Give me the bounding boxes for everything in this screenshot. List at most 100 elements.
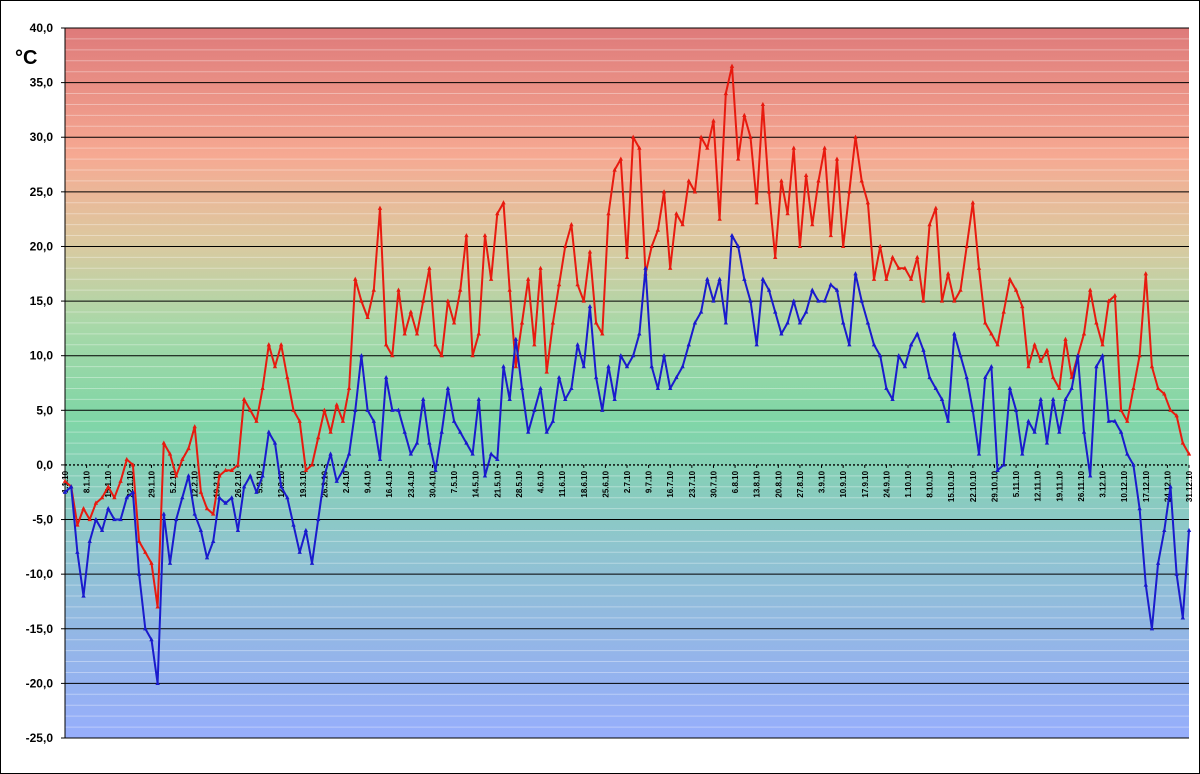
data-point (661, 189, 667, 194)
data-point (908, 276, 914, 281)
data-point (254, 418, 259, 423)
data-point (155, 604, 160, 609)
x-tick-label: 22.10.10 (969, 470, 978, 502)
data-point (136, 538, 142, 543)
data-point (211, 511, 216, 516)
data-point (587, 303, 593, 309)
y-axis: 40,0 35,0 30,0 25,0 20,0 15,0 10,0 5,0 0,0 -5,0 -1… (26, 21, 66, 745)
data-point (173, 473, 179, 478)
x-tick-label: 18.6.10 (580, 470, 589, 497)
data-point (377, 456, 383, 462)
data-point (606, 364, 611, 369)
data-point (488, 451, 494, 456)
data-point (260, 385, 265, 391)
data-point (322, 407, 327, 412)
data-point (451, 320, 457, 325)
x-tick-label: 24.12.10 (1163, 470, 1172, 502)
data-point (563, 396, 568, 401)
series-1 (62, 63, 1192, 609)
data-point (803, 309, 809, 314)
data-point (470, 451, 475, 456)
data-point (754, 342, 759, 347)
x-tick-label: 25.6.10 (601, 470, 610, 497)
data-point (278, 484, 284, 489)
data-point (637, 145, 642, 150)
data-point (958, 353, 963, 358)
data-point (316, 435, 321, 440)
x-tick-label: 26.11.10 (1077, 470, 1086, 501)
data-point (754, 200, 759, 205)
data-point (884, 385, 889, 391)
data-point (723, 90, 729, 96)
x-tick-label: 9.4.10 (364, 470, 373, 493)
data-point (878, 353, 883, 358)
data-point (1106, 298, 1111, 303)
data-point (606, 211, 611, 216)
data-point (902, 364, 908, 369)
data-point (810, 287, 815, 292)
x-tick-label: 17.12.10 (1142, 470, 1151, 502)
y-tick-label: 10,0 (30, 349, 54, 363)
data-point (365, 407, 370, 412)
data-point (1032, 342, 1037, 347)
data-point (593, 374, 599, 380)
x-tick-label: 20.8.10 (774, 470, 783, 497)
data-point (532, 407, 537, 412)
data-point (266, 342, 272, 347)
data-point (915, 331, 920, 336)
data-point (167, 560, 173, 565)
data-point (803, 172, 809, 178)
data-point (260, 473, 265, 478)
data-point (766, 189, 772, 194)
data-point (550, 418, 556, 423)
data-point (408, 309, 414, 314)
data-point (865, 200, 871, 205)
data-point (556, 282, 562, 287)
data-point (705, 145, 710, 150)
data-point (618, 156, 624, 161)
x-tick-label: 29.1.10 (147, 470, 156, 497)
data-point (933, 205, 938, 210)
data-point (760, 276, 766, 281)
data-point (359, 353, 364, 358)
data-point (680, 222, 685, 227)
data-point (989, 331, 994, 336)
x-tick-label: 29.10.10 (990, 470, 999, 502)
data-point (939, 298, 945, 303)
data-point (346, 385, 352, 391)
data-point (797, 320, 803, 325)
data-point (705, 276, 710, 281)
data-point (75, 522, 80, 527)
data-point (390, 407, 395, 412)
data-point (81, 506, 86, 511)
data-point (519, 320, 525, 325)
data-point (1050, 396, 1056, 401)
x-tick-label: 3.12.10 (1099, 470, 1108, 497)
data-point (884, 276, 889, 281)
data-point (822, 298, 827, 303)
data-point (952, 331, 957, 336)
data-point (223, 467, 228, 472)
data-point (180, 456, 185, 462)
data-point (550, 320, 556, 325)
data-point (501, 364, 506, 369)
x-tick-label: 23.7.10 (688, 470, 697, 497)
data-point (544, 429, 549, 434)
data-point (618, 353, 624, 358)
data-point (1094, 364, 1099, 369)
data-point (1001, 462, 1006, 467)
data-point (1186, 451, 1192, 456)
data-point (464, 232, 469, 238)
data-point (316, 516, 321, 522)
data-point (223, 500, 228, 505)
data-point (334, 478, 339, 483)
x-tick-label: 5.11.10 (1012, 470, 1021, 497)
data-point (939, 396, 945, 401)
data-point (723, 320, 729, 325)
data-point (303, 467, 309, 472)
data-point (402, 331, 407, 336)
data-point (470, 353, 475, 358)
data-point (99, 527, 105, 533)
data-point (149, 637, 154, 642)
